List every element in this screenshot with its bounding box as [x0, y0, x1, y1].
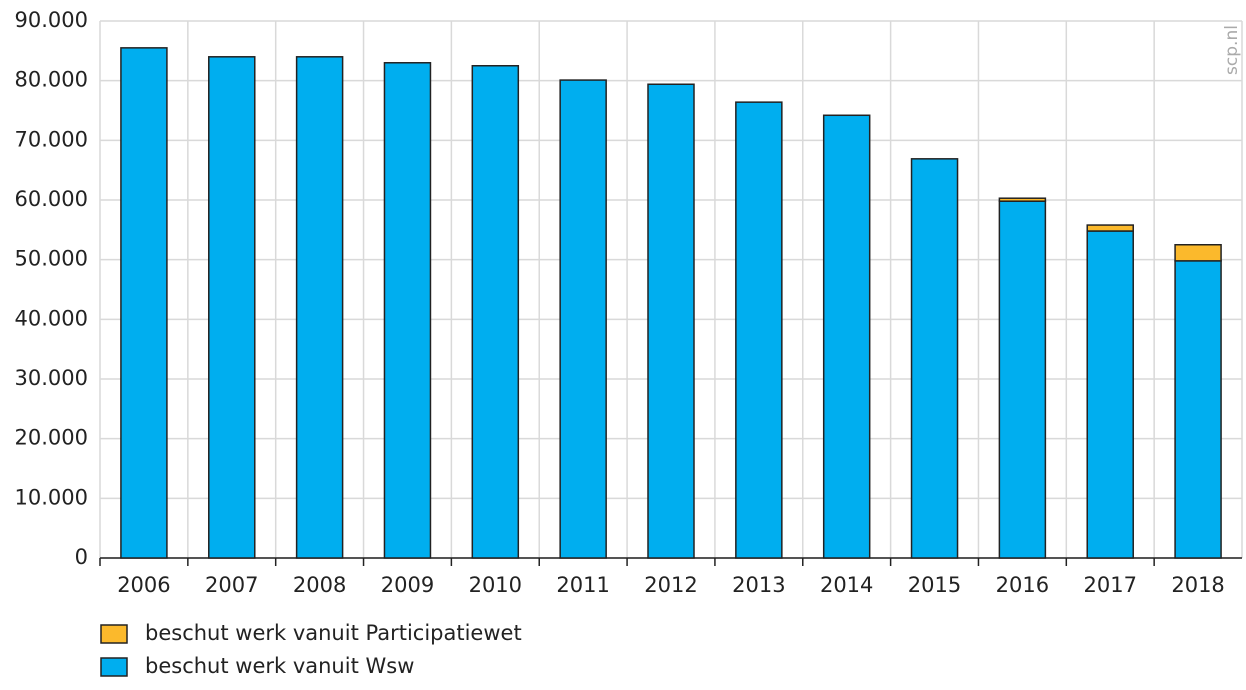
x-tick-label: 2016 — [996, 573, 1049, 597]
y-tick-label: 90.000 — [15, 8, 88, 32]
bar-segment — [208, 56, 256, 559]
watermark: scp.nl — [1222, 25, 1242, 75]
y-tick-label: 50.000 — [15, 247, 88, 271]
y-tick-label: 60.000 — [15, 187, 88, 211]
bar-segment — [998, 197, 1047, 202]
bar-segment — [998, 200, 1047, 559]
bar-segment — [822, 114, 871, 559]
bar-segment — [910, 158, 959, 559]
y-tick-label: 20.000 — [15, 426, 88, 450]
y-tick-label: 30.000 — [15, 366, 88, 390]
x-tick-label: 2015 — [908, 573, 961, 597]
x-tick-label: 2018 — [1171, 573, 1224, 597]
x-tick-label: 2009 — [381, 573, 434, 597]
x-tick-label: 2017 — [1084, 573, 1137, 597]
y-tick-label: 80.000 — [15, 68, 88, 92]
bar-segment — [647, 83, 695, 559]
x-tick-label: 2010 — [469, 573, 522, 597]
x-tick-label: 2012 — [644, 573, 697, 597]
x-tick-label: 2007 — [205, 573, 258, 597]
bar-segment — [120, 47, 168, 559]
bar-segment — [1174, 244, 1222, 262]
x-tick-label: 2013 — [732, 573, 785, 597]
y-tick-label: 40.000 — [15, 306, 88, 330]
bar-segment — [1086, 224, 1134, 232]
bar-segment — [383, 62, 432, 559]
legend-label: beschut werk vanuit Wsw — [145, 654, 414, 678]
bar-segment — [1086, 230, 1134, 559]
bar-segment — [471, 65, 520, 559]
legend-label: beschut werk vanuit Participatiewet — [145, 621, 522, 645]
y-tick-label: 0 — [75, 545, 88, 569]
bar-segment — [559, 79, 607, 559]
x-tick-label: 2008 — [293, 573, 346, 597]
legend-swatch — [100, 657, 128, 677]
y-tick-label: 10.000 — [15, 485, 88, 509]
bar-segment — [735, 101, 783, 559]
y-tick-label: 70.000 — [15, 127, 88, 151]
x-tick-label: 2006 — [117, 573, 170, 597]
legend-swatch — [100, 624, 128, 644]
x-tick-label: 2011 — [556, 573, 609, 597]
bar-segment — [1174, 260, 1222, 559]
x-tick-label: 2014 — [820, 573, 873, 597]
bar-segment — [295, 56, 344, 559]
